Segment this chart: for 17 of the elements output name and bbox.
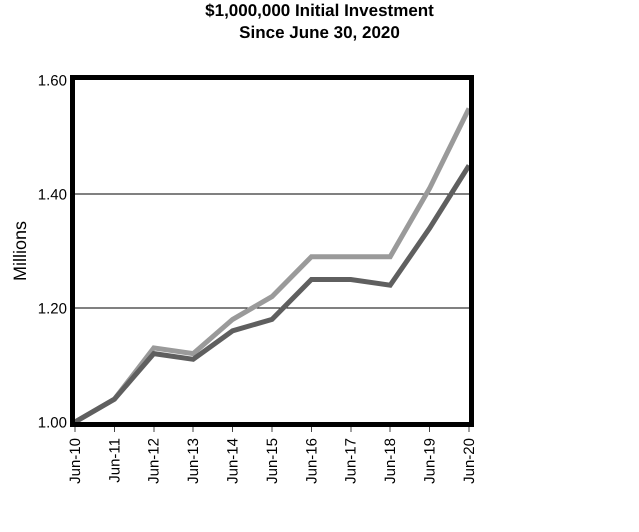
x-tick-label: Jun-12 [146,438,163,484]
y-tick-label: 1.60 [38,72,67,90]
x-tick-label: Jun-19 [421,438,438,484]
x-tick-label: Jun-16 [303,438,320,484]
y-tick-label: 1.00 [38,414,67,432]
x-tick-label: Jun-18 [382,438,400,484]
x-tick-label: Jun-13 [185,438,202,484]
x-tick-label: Jun-15 [264,438,281,484]
x-tick-label: Jun-17 [342,438,360,484]
y-axis-title: Millions [10,220,30,282]
x-tick-label: Jun-20 [460,438,478,484]
y-tick-label: 1.40 [38,186,67,204]
x-tick-label: Jun-11 [106,438,124,483]
x-tick-label: Jun-14 [224,438,242,484]
x-tick-label: Jun-10 [66,438,84,484]
y-tick-label: 1.20 [38,300,67,318]
chart-title: $1,000,000 Initial Investment Since June 30, 2020 [205,0,434,42]
